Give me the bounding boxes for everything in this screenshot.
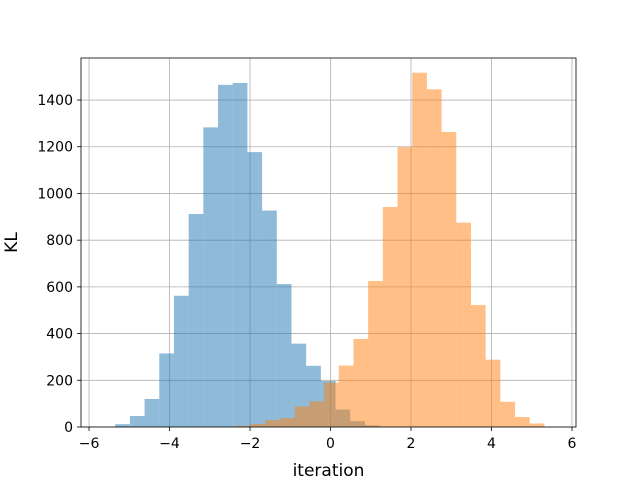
histogram-bar: [515, 416, 530, 427]
histogram-bar: [441, 132, 457, 427]
y-tick-label: 800: [46, 233, 73, 249]
histogram-bar: [397, 147, 413, 427]
x-axis-ticks: −6 −4 −2 0 2 4 6: [79, 427, 577, 452]
x-tick-label: −6: [79, 436, 100, 452]
histogram-bar: [115, 424, 130, 427]
histogram-bar: [456, 222, 471, 427]
x-axis-label: iteration: [293, 461, 365, 480]
y-tick-label: 400: [46, 327, 73, 343]
histogram-bar: [412, 72, 427, 427]
y-tick-label: 600: [46, 280, 73, 296]
histogram-bar: [529, 423, 545, 427]
histogram-bar: [280, 418, 295, 427]
histogram-bar: [247, 152, 263, 427]
histogram-bar: [309, 401, 325, 427]
histogram-bar: [159, 353, 174, 427]
histogram-bar: [470, 305, 486, 427]
x-tick-label: −2: [240, 436, 261, 452]
y-axis-label: KL: [2, 232, 22, 253]
histogram-bar: [382, 207, 398, 427]
histogram-bar: [218, 84, 233, 427]
y-tick-label: 1000: [37, 186, 73, 202]
histogram-bar: [173, 295, 189, 427]
histogram-bar: [188, 214, 204, 427]
y-tick-label: 200: [46, 373, 73, 389]
histogram-bar: [294, 406, 310, 427]
x-tick-label: 0: [326, 436, 335, 452]
histogram-bars: [115, 72, 545, 428]
histogram-bar: [276, 284, 292, 427]
y-tick-label: 1200: [37, 140, 73, 156]
plot-frame: [80, 57, 577, 428]
histogram-bar: [144, 398, 160, 427]
histogram-bar: [232, 82, 248, 427]
y-tick-label: 1400: [37, 93, 73, 109]
histogram-bar: [203, 127, 219, 427]
histogram-bar: [485, 359, 501, 427]
histogram-bar: [368, 281, 383, 427]
y-axis-ticks: 0 200 400 600 800 1000 1200 1400: [37, 93, 81, 436]
histogram-bar: [353, 338, 369, 427]
histogram-bar: [129, 416, 145, 427]
x-tick-label: 2: [407, 436, 416, 452]
histogram-bar: [426, 89, 442, 428]
histogram-bar: [338, 365, 354, 427]
histogram-bar: [291, 343, 307, 427]
histogram-bar: [250, 423, 266, 427]
histogram-bar: [500, 401, 516, 427]
x-tick-label: −4: [159, 436, 180, 452]
histogram-bar: [265, 419, 281, 427]
y-tick-label: 0: [64, 420, 73, 436]
histogram-bar: [235, 425, 251, 427]
grid: [81, 58, 576, 428]
x-tick-label: 6: [568, 436, 577, 452]
x-tick-label: 4: [487, 436, 496, 452]
histogram-bar: [262, 210, 277, 427]
histogram-bar: [324, 382, 339, 427]
